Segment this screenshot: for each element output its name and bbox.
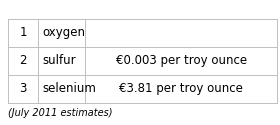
Text: 2: 2	[19, 54, 27, 67]
Text: €0.003 per troy ounce: €0.003 per troy ounce	[116, 54, 247, 67]
Text: 1: 1	[19, 26, 27, 39]
Text: oxygen: oxygen	[42, 26, 85, 39]
Text: 3: 3	[19, 82, 27, 95]
Text: €3.81 per troy ounce: €3.81 per troy ounce	[119, 82, 243, 95]
Text: (July 2011 estimates): (July 2011 estimates)	[8, 108, 113, 118]
Text: sulfur: sulfur	[42, 54, 76, 67]
Text: selenium: selenium	[42, 82, 96, 95]
